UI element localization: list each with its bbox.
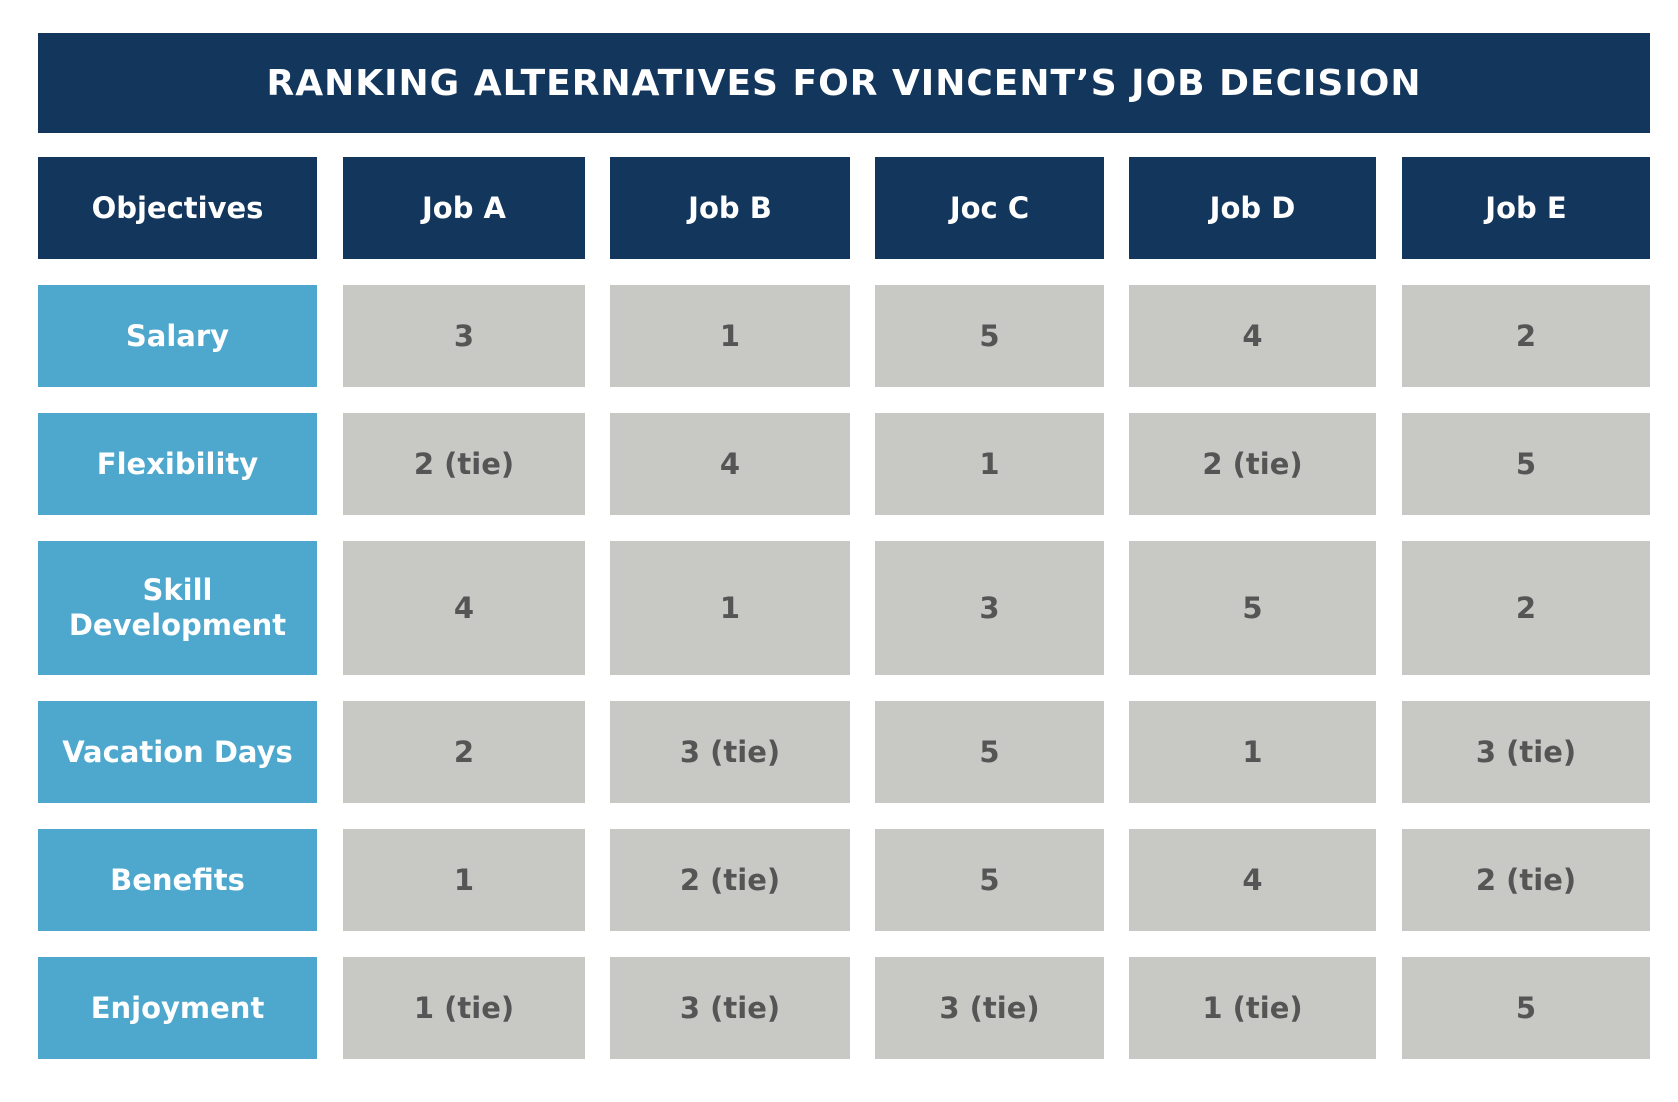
column-header: Job A: [343, 157, 585, 259]
table-cell: 4: [343, 541, 585, 675]
row-label: Skill Development: [38, 541, 317, 675]
table-cell: 5: [875, 285, 1104, 387]
column-header: Job D: [1129, 157, 1376, 259]
column-header: Objectives: [38, 157, 317, 259]
table-cell: 3: [875, 541, 1104, 675]
table-cell: 4: [610, 413, 850, 515]
table-cell: 2: [343, 701, 585, 803]
table-cell: 5: [1402, 957, 1650, 1059]
table-cell: 3 (tie): [875, 957, 1104, 1059]
table-cell: 2: [1402, 285, 1650, 387]
table-cell: 1: [1129, 701, 1376, 803]
table-cell: 4: [1129, 829, 1376, 931]
table-cell: 2 (tie): [343, 413, 585, 515]
column-header: Job B: [610, 157, 850, 259]
row-label: Salary: [38, 285, 317, 387]
table-cell: 2 (tie): [1402, 829, 1650, 931]
table-cell: 1 (tie): [1129, 957, 1376, 1059]
table-cell: 3 (tie): [610, 701, 850, 803]
table-cell: 1: [343, 829, 585, 931]
table-cell: 5: [1129, 541, 1376, 675]
row-label: Enjoyment: [38, 957, 317, 1059]
table-cell: 1 (tie): [343, 957, 585, 1059]
table-cell: 4: [1129, 285, 1376, 387]
table-cell: 1: [610, 541, 850, 675]
chart-title: RANKING ALTERNATIVES FOR VINCENT’S JOB D…: [38, 33, 1650, 133]
row-label: Vacation Days: [38, 701, 317, 803]
row-label: Flexibility: [38, 413, 317, 515]
table-cell: 2: [1402, 541, 1650, 675]
row-label: Benefits: [38, 829, 317, 931]
table-cell: 2 (tie): [1129, 413, 1376, 515]
table-cell: 1: [610, 285, 850, 387]
column-header: Joc C: [875, 157, 1104, 259]
table-cell: 3 (tie): [610, 957, 850, 1059]
table-cell: 3 (tie): [1402, 701, 1650, 803]
column-header: Job E: [1402, 157, 1650, 259]
table-cell: 5: [1402, 413, 1650, 515]
table-cell: 3: [343, 285, 585, 387]
table-cell: 2 (tie): [610, 829, 850, 931]
table-cell: 5: [875, 701, 1104, 803]
table-cell: 1: [875, 413, 1104, 515]
table-cell: 5: [875, 829, 1104, 931]
